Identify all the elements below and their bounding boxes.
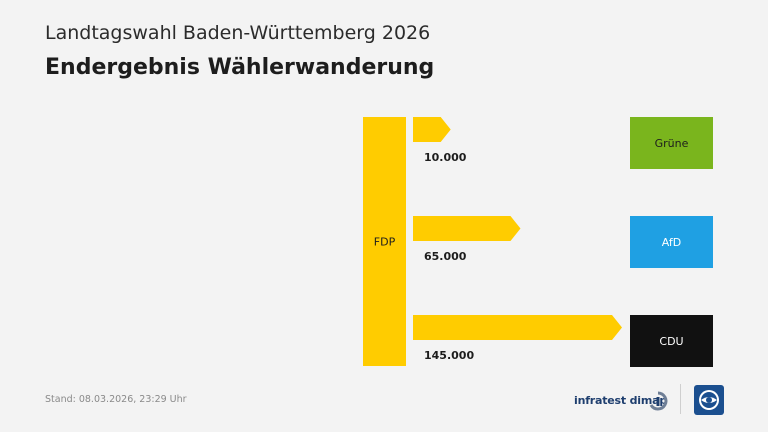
chart-title: Landtagswahl Baden-Württemberg 2026 <box>45 22 431 44</box>
flow-arrow-grüne <box>413 117 451 142</box>
brand-name: infratest dimap <box>574 394 667 407</box>
source-bar <box>363 117 406 366</box>
flow-arrow-cdu <box>413 315 622 340</box>
target-box-afd <box>630 216 713 268</box>
source-label: FDP <box>374 236 396 249</box>
infratest-logo-icon <box>649 391 668 411</box>
target-label: Grüne <box>655 137 689 150</box>
target-box-cdu <box>630 315 713 367</box>
target-label: CDU <box>659 335 683 348</box>
tagesschau-logo-icon <box>694 385 724 415</box>
flow-value-label: 145.000 <box>424 349 474 362</box>
target-label: AfD <box>662 236 681 249</box>
flow-arrow-afd <box>413 216 521 241</box>
footer-timestamp: Stand: 08.03.2026, 23:29 Uhr <box>45 394 187 405</box>
footer-divider <box>680 384 681 414</box>
flow-value-label: 65.000 <box>424 250 467 263</box>
target-box-grüne <box>630 117 713 169</box>
chart-subtitle: Endergebnis Wählerwanderung <box>45 55 435 80</box>
flow-value-label: 10.000 <box>424 151 467 164</box>
